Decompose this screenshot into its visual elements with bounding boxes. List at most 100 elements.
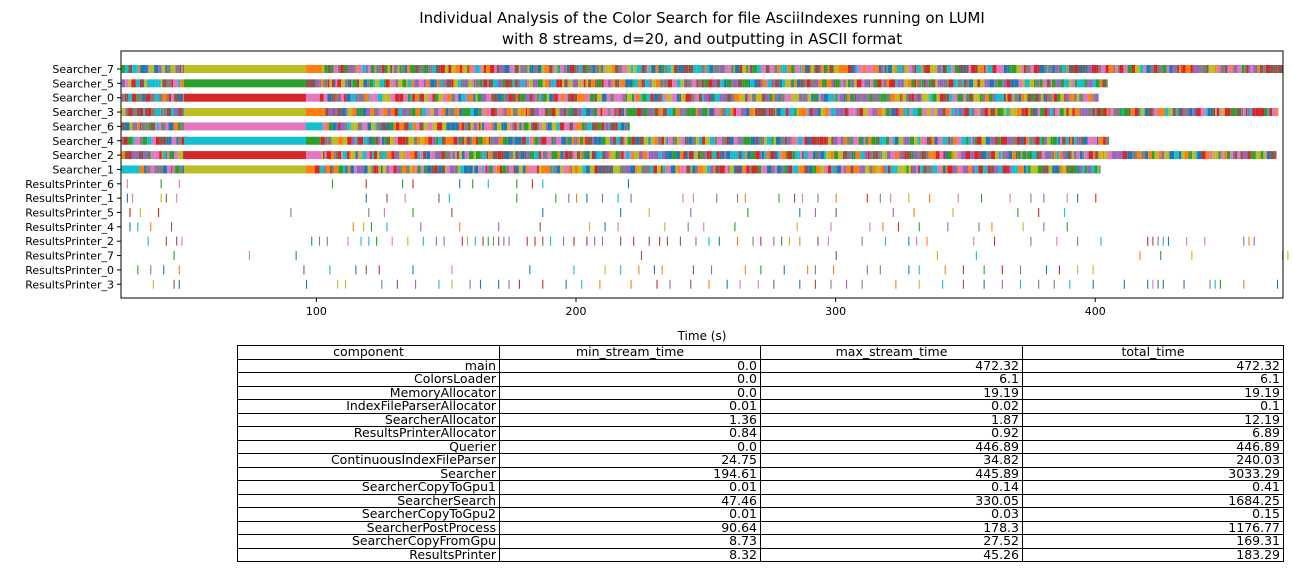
table-row: SearcherSearch 47.46 330.05 1684.25 [237,493,1284,508]
searcher-segment [956,151,961,160]
searcher-segment [146,165,148,174]
searcher-segment [305,65,322,73]
searcher-segment [1275,65,1278,73]
searcher-segment [780,136,785,145]
searcher-segment [1056,79,1061,88]
y-tick-label: ResultsPrinter_2 [25,235,114,248]
searcher-segment [181,108,185,117]
searcher-segment [358,93,361,102]
searcher-segment [166,108,172,117]
searcher-segment [1182,108,1186,117]
cell-min-stream-time: 0.0 [499,372,761,387]
searcher-segment [327,65,331,73]
searcher-segment [694,151,698,160]
searcher-segment [501,151,505,160]
printer-event-mark [690,208,692,217]
searcher-segment [332,122,336,131]
cell-total-time: 6.89 [1022,426,1284,441]
searcher-segment [651,65,656,73]
searcher-segment [840,136,844,145]
searcher-segment [572,151,576,160]
searcher-segment [489,65,495,73]
printer-event-mark [788,236,790,246]
searcher-segment [1022,151,1027,160]
searcher-segment [367,122,372,131]
searcher-segment [154,165,157,174]
searcher-segment [575,136,578,145]
searcher-segment [334,93,340,102]
searcher-segment [134,165,140,174]
searcher-segment [123,136,128,145]
searcher-segment [947,65,952,73]
searcher-segment [875,136,878,145]
searcher-segment [145,122,149,131]
searcher-segment [903,108,907,117]
searcher-segment [1148,151,1152,160]
searcher-segment [621,165,626,174]
searcher-segment [465,93,468,102]
searcher-segment [1088,151,1094,160]
searcher-segment [553,136,557,145]
searcher-segment [995,93,1001,102]
searcher-segment [1195,65,1200,73]
searcher-segment [935,151,940,160]
printer-event-mark [1001,279,1003,289]
searcher-segment [605,122,609,131]
searcher-segment [1136,151,1142,160]
searcher-segment [639,136,644,145]
searcher-segment [327,136,332,145]
printer-event-mark [944,265,946,275]
searcher-segment [988,93,993,102]
searcher-segment [951,65,955,73]
printer-event-mark [957,193,959,203]
searcher-segment [890,151,895,160]
searcher-segment [1017,151,1021,160]
searcher-segment [912,65,915,73]
searcher-segment [720,79,722,88]
searcher-segment [939,93,944,102]
printer-event-mark [137,222,139,232]
searcher-segment [623,136,626,145]
searcher-segment [808,165,812,174]
searcher-segment [179,165,183,174]
searcher-segment [739,93,742,102]
searcher-segment [932,93,937,102]
searcher-segment [965,151,971,160]
searcher-segment [1082,65,1086,73]
searcher-segment [529,79,534,88]
searcher-segment [161,65,164,73]
searcher-segment [163,65,166,73]
searcher-segment [345,108,348,117]
searcher-segment [1088,93,1094,102]
searcher-segment [501,108,504,117]
searcher-segment [1151,151,1155,160]
searcher-segment [357,65,363,73]
searcher-segment [632,151,635,160]
searcher-segment [569,122,574,131]
searcher-segment [971,108,975,117]
searcher-segment [811,93,814,102]
searcher-segment [587,65,593,73]
searcher-segment [909,108,911,117]
searcher-segment [1053,108,1056,117]
cell-component: ResultsPrinter [237,547,500,562]
searcher-segment [619,165,622,174]
searcher-segment [875,108,878,117]
searcher-segment [551,151,555,160]
searcher-segment [688,151,694,160]
searcher-segment [1038,165,1043,174]
searcher-segment [843,79,846,88]
searcher-segment [848,136,854,145]
searcher-segment [1041,151,1045,160]
searcher-segment [603,79,608,88]
searcher-segment [554,65,557,73]
searcher-segment [897,79,901,88]
searcher-segment [628,108,634,117]
searcher-segment [732,79,738,88]
searcher-segment [901,93,904,102]
searcher-segment [973,93,976,102]
searcher-segment [622,93,626,102]
printer-event-mark [472,179,474,189]
searcher-segment [967,165,972,174]
searcher-segment [971,165,976,174]
